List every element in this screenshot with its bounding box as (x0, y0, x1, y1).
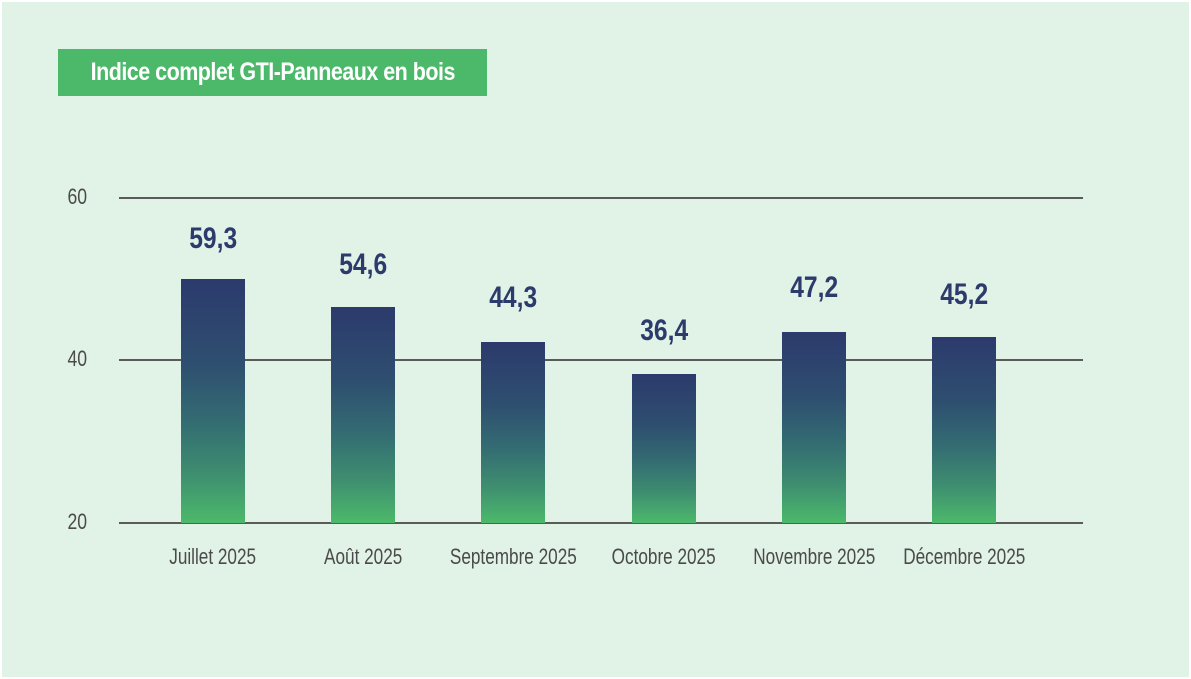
chart-title: Indice complet GTI-Panneaux en bois (58, 49, 487, 96)
bar-aout-2025 (331, 307, 395, 523)
xlabel-decembre-2025: Décembre 2025 (902, 544, 1026, 569)
bar-septembre-2025 (481, 342, 545, 523)
value-label-septembre-2025: 44,3 (489, 281, 537, 314)
ytick-label-60: 60 (67, 184, 87, 209)
xlabel-aout-2025: Août 2025 (323, 544, 403, 569)
ytick-label-40: 40 (67, 346, 87, 371)
bar-juillet-2025 (181, 279, 245, 523)
bar-decembre-2025 (932, 337, 996, 523)
xlabel-juillet-2025: Juillet 2025 (169, 544, 257, 569)
value-label-juillet-2025: 59,3 (189, 222, 237, 255)
ytick-label-20: 20 (67, 509, 87, 534)
bar-octobre-2025 (632, 374, 696, 523)
xlabel-septembre-2025: Septembre 2025 (449, 544, 577, 569)
value-label-decembre-2025: 45,2 (940, 278, 988, 311)
xlabel-novembre-2025: Novembre 2025 (752, 544, 876, 569)
value-label-octobre-2025: 36,4 (640, 314, 688, 347)
value-label-aout-2025: 54,6 (339, 248, 387, 281)
bar-novembre-2025 (782, 332, 846, 523)
value-label-novembre-2025: 47,2 (790, 271, 838, 304)
gridline-20 (119, 522, 1083, 524)
gridline-60 (119, 197, 1083, 199)
chart-title-text: Indice complet GTI-Panneaux en bois (90, 58, 455, 86)
xlabel-octobre-2025: Octobre 2025 (612, 544, 716, 569)
gridline-40 (119, 359, 1083, 361)
